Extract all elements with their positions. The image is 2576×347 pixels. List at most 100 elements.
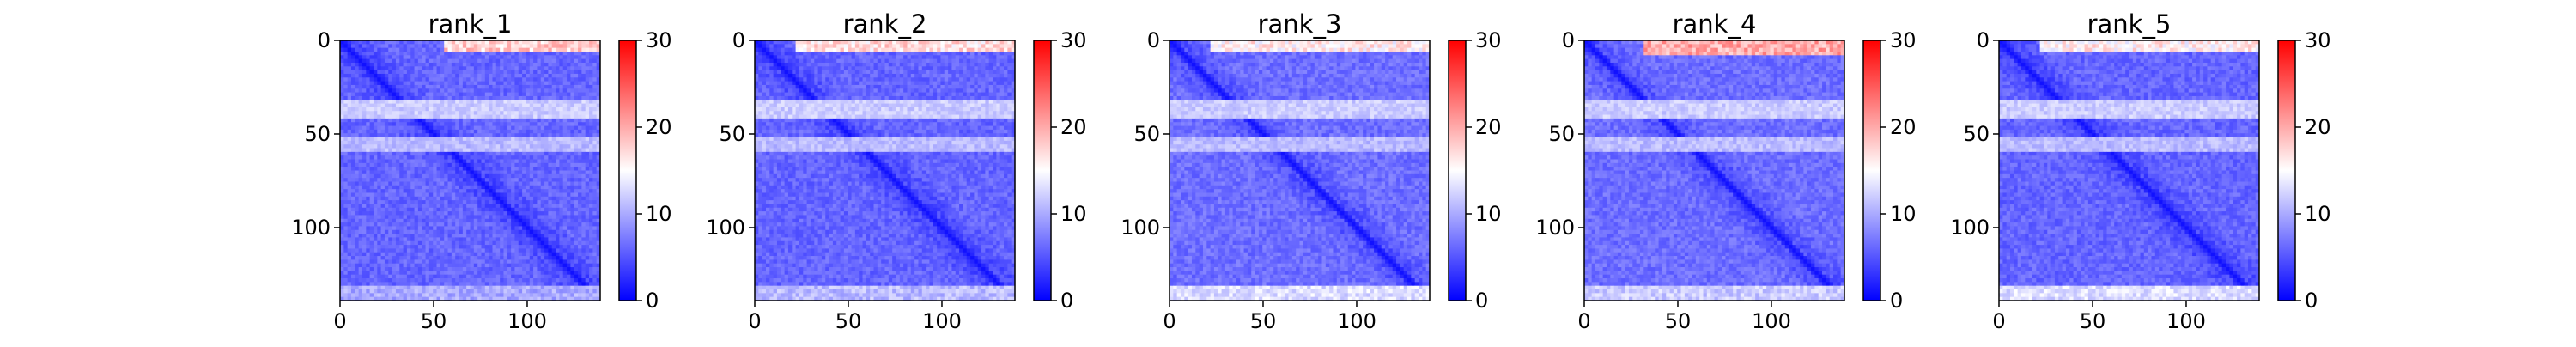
heatmap-cell (489, 144, 493, 149)
heatmap-cell (526, 192, 530, 197)
heatmap-cell (388, 286, 392, 290)
heatmap-cell (433, 55, 437, 59)
heatmap-cell (459, 93, 464, 97)
heatmap-cell (552, 152, 556, 156)
heatmap-cell (396, 219, 400, 223)
heatmap-cell (481, 192, 485, 197)
heatmap-cell (392, 77, 397, 82)
heatmap-cell (586, 293, 590, 297)
heatmap-cell (359, 152, 363, 156)
heatmap-cell (410, 82, 415, 86)
heatmap-cell (399, 241, 404, 246)
heatmap-cell (418, 66, 422, 70)
heatmap-cell (548, 245, 552, 249)
colorbar-tick-label: 30 (646, 28, 672, 52)
heatmap-cell (359, 286, 363, 290)
heatmap-cell (404, 66, 408, 70)
heatmap-cell (514, 59, 519, 64)
heatmap-cell (463, 259, 467, 264)
heatmap-cell (552, 59, 556, 64)
heatmap-cell (426, 230, 430, 234)
heatmap-cell (392, 130, 397, 134)
heatmap-cell (348, 74, 352, 78)
heatmap-cell (514, 52, 519, 56)
heatmap-cell (437, 52, 441, 56)
heatmap-cell (541, 275, 545, 279)
heatmap-cell (437, 163, 441, 167)
heatmap-cell (429, 141, 434, 145)
heatmap-cell (492, 204, 496, 208)
heatmap-cell (533, 264, 538, 268)
colorbar-tick-label: 10 (646, 202, 672, 226)
heatmap-cell (492, 271, 496, 275)
heatmap-cell (559, 66, 563, 70)
heatmap-cell (485, 96, 489, 100)
heatmap-cell (559, 137, 563, 142)
heatmap-cell (359, 222, 363, 227)
heatmap-cell (537, 70, 541, 75)
heatmap-cell (388, 82, 392, 86)
heatmap-cell (519, 192, 523, 197)
heatmap-cell (496, 271, 501, 275)
heatmap-cell (592, 107, 597, 112)
heatmap-cell (519, 48, 523, 52)
heatmap-cell (374, 171, 378, 175)
heatmap-cell (530, 100, 534, 104)
heatmap-cell (544, 186, 549, 190)
heatmap-cell (440, 271, 445, 275)
heatmap-cell (552, 275, 556, 279)
heatmap-cell (589, 230, 593, 234)
heatmap-cell (570, 163, 574, 167)
colorbar-tick-label: 0 (646, 289, 659, 313)
heatmap-cell (574, 256, 579, 260)
heatmap-cell (592, 237, 597, 241)
heatmap-cell (544, 241, 549, 246)
heatmap-cell (570, 155, 574, 160)
heatmap-cell (455, 171, 459, 175)
heatmap-cell (574, 48, 579, 52)
heatmap-cell (552, 264, 556, 268)
heatmap-cell (343, 204, 348, 208)
heatmap-cell (592, 152, 597, 156)
heatmap-cell (459, 248, 464, 253)
heatmap-cell (426, 44, 430, 48)
heatmap-cell (388, 189, 392, 193)
heatmap-cell (578, 189, 582, 193)
heatmap-cell (452, 192, 456, 197)
heatmap-cell (418, 144, 422, 149)
heatmap-cell (359, 55, 363, 59)
heatmap-cell (541, 219, 545, 223)
heatmap-cell (381, 208, 386, 212)
heatmap-cell (489, 264, 493, 268)
heatmap-cell (444, 82, 448, 86)
heatmap-cell (437, 289, 441, 294)
heatmap-cell (385, 104, 389, 108)
heatmap-cell (343, 237, 348, 241)
heatmap-cell (496, 237, 501, 241)
heatmap-cell (477, 234, 482, 238)
heatmap-cell (552, 163, 556, 167)
heatmap-cell (374, 245, 378, 249)
heatmap-cell (437, 144, 441, 149)
heatmap-cell (422, 115, 426, 119)
heatmap-cell (366, 119, 370, 123)
heatmap-cell (570, 181, 574, 186)
heatmap-cell (492, 192, 496, 197)
heatmap-cell (503, 178, 507, 182)
heatmap-cell (586, 248, 590, 253)
heatmap-cell (440, 100, 445, 104)
heatmap-cell (444, 293, 448, 297)
heatmap-cell (366, 204, 370, 208)
heatmap-cell (343, 222, 348, 227)
heatmap-cell (503, 259, 507, 264)
heatmap-cell (459, 63, 464, 67)
heatmap-cell (418, 186, 422, 190)
heatmap-cell (537, 253, 541, 257)
heatmap-cell (381, 181, 386, 186)
heatmap-cell (429, 144, 434, 149)
heatmap-cell (362, 237, 367, 241)
heatmap-cell (355, 234, 359, 238)
heatmap-cell (477, 167, 482, 171)
heatmap-cell (415, 181, 419, 186)
heatmap-cell (399, 208, 404, 212)
